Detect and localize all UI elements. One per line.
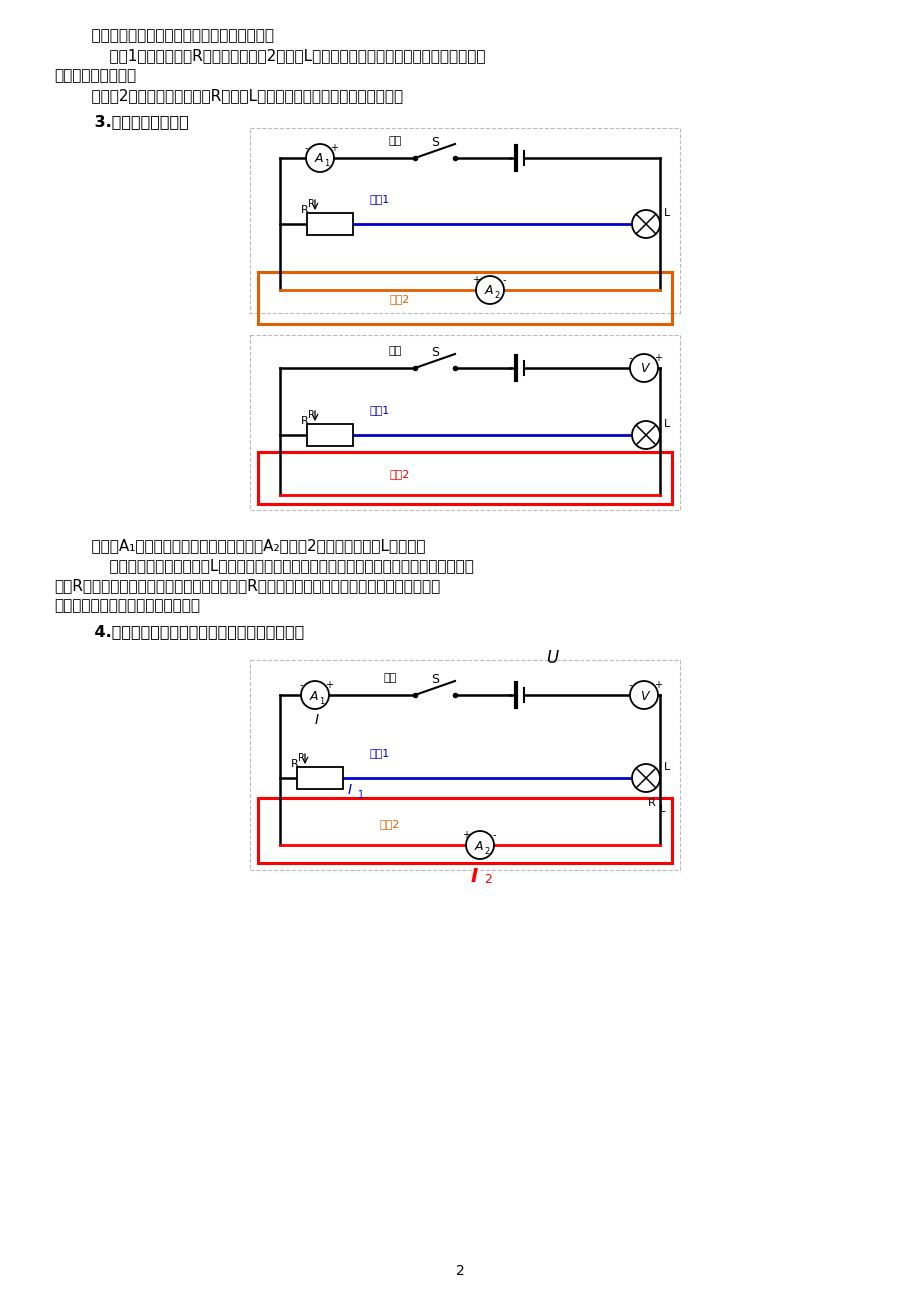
Text: 干路: 干路: [388, 135, 402, 146]
Text: +: +: [330, 143, 337, 154]
Text: 支路2: 支路2: [380, 819, 400, 829]
Text: V: V: [639, 690, 648, 703]
Text: 2: 2: [455, 1264, 464, 1279]
Text: -: -: [628, 353, 631, 363]
Bar: [257, 272, 671, 324]
Text: 2: 2: [483, 846, 489, 855]
Text: 电流有2条路径，滑动变阻器R与灯泡L的两端分别连在一起，故二者并联。: 电流有2条路径，滑动变阻器R与灯泡L的两端分别连在一起，故二者并联。: [72, 89, 403, 103]
Text: A: A: [484, 285, 493, 297]
Text: L: L: [659, 805, 664, 814]
Text: 支路2: 支路2: [390, 469, 410, 479]
Text: R: R: [301, 204, 309, 215]
Bar: [250, 335, 679, 510]
Text: S: S: [430, 673, 438, 686]
Text: L: L: [664, 762, 670, 772]
Circle shape: [475, 276, 504, 303]
Text: R: R: [301, 417, 309, 426]
Text: 干路: 干路: [383, 673, 396, 684]
Circle shape: [630, 681, 657, 710]
Text: -: -: [492, 829, 495, 840]
Text: U: U: [545, 648, 558, 667]
Text: 2: 2: [494, 292, 499, 301]
Text: 干路: 干路: [388, 346, 402, 355]
Text: P: P: [298, 753, 303, 763]
Text: P: P: [308, 410, 313, 421]
Text: -: -: [304, 143, 308, 154]
Text: R: R: [290, 759, 299, 769]
Text: -: -: [299, 680, 302, 690]
Bar: [250, 660, 679, 870]
Text: +: +: [653, 680, 662, 690]
Text: A: A: [310, 690, 318, 703]
Text: 2: 2: [483, 874, 492, 885]
Text: P: P: [308, 199, 313, 210]
Bar: [250, 128, 679, 312]
Text: 两端，所以电压表还测量电源电压。: 两端，所以电压表还测量电源电压。: [54, 598, 199, 613]
Text: V: V: [639, 362, 648, 375]
Circle shape: [306, 145, 334, 172]
Text: 阻器R两端，所以电压表也同时测量滑动变阻器R两端的电压；电压表的两端也能直接接到电源: 阻器R两端，所以电压表也同时测量滑动变阻器R两端的电压；电压表的两端也能直接接到…: [54, 578, 440, 592]
Text: A: A: [474, 840, 482, 853]
Circle shape: [631, 421, 659, 449]
Bar: [307, 214, 353, 234]
Text: 1: 1: [324, 160, 329, 168]
Text: I: I: [470, 867, 477, 885]
Text: 1: 1: [357, 790, 364, 799]
Text: 支路1: 支路1: [369, 194, 390, 204]
Text: +: +: [471, 275, 480, 285]
Text: R: R: [647, 798, 655, 809]
Bar: [297, 767, 343, 789]
Text: 然后回到电源负极。: 然后回到电源负极。: [54, 68, 136, 83]
Bar: [257, 798, 671, 863]
Text: +: +: [461, 829, 470, 840]
Bar: [257, 452, 671, 504]
Circle shape: [631, 764, 659, 792]
Text: 电压表两端直接接在灯泡L两端，故测量灯泡两端的电压；电压表两端也能直接接在滑动变: 电压表两端直接接在灯泡L两端，故测量灯泡两端的电压；电压表两端也能直接接在滑动变: [90, 559, 473, 573]
Circle shape: [631, 210, 659, 238]
Text: S: S: [430, 346, 438, 359]
Text: -: -: [628, 680, 631, 690]
Circle shape: [301, 681, 329, 710]
Text: L: L: [664, 208, 670, 217]
Text: 4.滑片向右移动后各支路电阻、电压、电流分析: 4.滑片向右移动后各支路电阻、电压、电流分析: [72, 624, 304, 639]
Circle shape: [630, 354, 657, 381]
Text: 支路2: 支路2: [390, 294, 410, 303]
Text: 电流表A₁在干路，测量干路电流，电流表A₂在支路2，测量通过灯泡L的电流。: 电流表A₁在干路，测量干路电流，电流表A₂在支路2，测量通过灯泡L的电流。: [72, 538, 425, 553]
Text: I: I: [314, 713, 319, 727]
Text: A: A: [314, 152, 323, 165]
Circle shape: [466, 831, 494, 859]
Text: +: +: [324, 680, 333, 690]
Text: 支路1: 支路1: [369, 749, 390, 758]
Text: -: -: [502, 275, 505, 285]
Text: I: I: [347, 783, 352, 797]
Text: L: L: [664, 419, 670, 428]
Text: 支路1: 支路1: [369, 405, 390, 415]
Text: S: S: [430, 135, 438, 148]
Text: +: +: [653, 353, 662, 363]
Text: 电流从电源正极出发到达分支点，电流分流。: 电流从电源正极出发到达分支点，电流分流。: [72, 29, 274, 43]
Text: 3.确定电表测量对象: 3.确定电表测量对象: [72, 115, 188, 129]
Text: 1: 1: [319, 697, 324, 706]
Bar: [307, 424, 353, 447]
Text: 支路1经滑动变阻器R到汇合点；支路2经灯泡L到汇合点；两条支路的电流在汇合点汇合，: 支路1经滑动变阻器R到汇合点；支路2经灯泡L到汇合点；两条支路的电流在汇合点汇合…: [90, 48, 485, 62]
